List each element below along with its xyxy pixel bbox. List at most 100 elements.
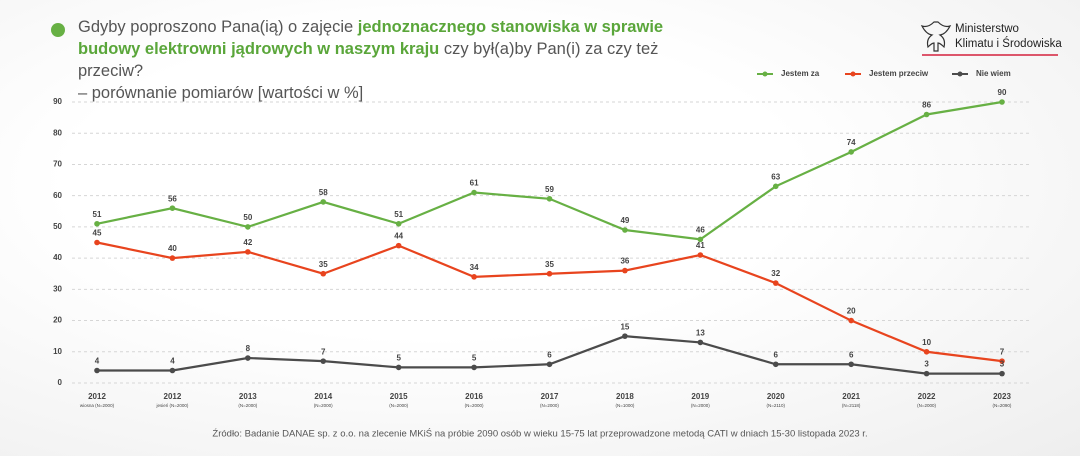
x-tick-note: (N=2000): [314, 403, 333, 408]
y-tick-label: 0: [58, 378, 63, 387]
data-point: [697, 236, 704, 243]
data-label: 46: [696, 225, 705, 234]
y-tick-label: 50: [53, 222, 62, 231]
data-label: 6: [547, 350, 552, 359]
data-point: [923, 348, 930, 355]
data-label: 58: [319, 188, 328, 197]
data-point: [94, 220, 100, 227]
x-tick-label: 2023: [993, 392, 1011, 401]
x-tick-label: 2013: [239, 392, 257, 401]
data-label: 8: [246, 344, 251, 353]
y-tick-label: 90: [53, 97, 62, 106]
x-tick-note: jesień (N=2000): [155, 403, 188, 408]
data-label: 86: [922, 101, 931, 110]
x-tick-label: 2021: [842, 392, 860, 401]
data-label: 63: [771, 172, 780, 181]
x-tick-label: 2022: [918, 392, 936, 401]
x-tick-note: (N=2090): [993, 403, 1012, 408]
data-point: [546, 270, 553, 277]
data-point: [245, 355, 251, 361]
data-point: [999, 370, 1005, 377]
data-point: [772, 361, 779, 368]
x-tick-note: (N=2000): [238, 403, 257, 408]
data-label: 20: [847, 307, 856, 316]
x-tick-note: (N=1000): [615, 403, 634, 408]
x-tick-label: 2014: [314, 392, 332, 401]
data-point: [772, 280, 779, 286]
title: Gdyby poproszono Pana(ią) o zajęcie jedn…: [78, 16, 718, 104]
data-label: 90: [998, 88, 1007, 97]
data-point: [923, 111, 930, 118]
data-label: 15: [620, 322, 629, 331]
data-label: 4: [170, 357, 175, 366]
x-tick-note: (N=2118): [842, 403, 861, 408]
title-text: Gdyby poproszono Pana(ią) o zajęcie: [78, 18, 358, 36]
data-label: 45: [93, 229, 102, 238]
legend-marker: [850, 71, 856, 77]
data-point: [245, 249, 251, 255]
legend-marker: [762, 71, 768, 77]
data-point: [169, 255, 176, 261]
data-point: [94, 239, 100, 246]
data-label: 59: [545, 185, 554, 194]
y-tick-label: 60: [53, 191, 62, 200]
legend-label: Jestem za: [781, 69, 820, 78]
data-label: 49: [620, 216, 629, 225]
y-tick-label: 10: [53, 347, 62, 356]
data-point: [320, 358, 327, 364]
data-label: 50: [243, 213, 252, 222]
data-label: 51: [93, 210, 102, 219]
data-point: [697, 339, 704, 346]
data-point: [622, 333, 628, 339]
data-label: 41: [696, 241, 705, 250]
y-tick-label: 30: [53, 284, 62, 293]
data-label: 35: [319, 260, 328, 269]
data-label: 42: [243, 238, 252, 247]
data-label: 3: [1000, 360, 1005, 369]
y-tick-label: 20: [53, 316, 62, 325]
data-point: [546, 195, 553, 202]
title-highlight: jednoznacznego stanowiska w sprawie budo…: [78, 18, 664, 58]
data-label: 5: [396, 353, 401, 362]
y-tick-label: 70: [53, 160, 62, 169]
data-point: [546, 361, 553, 368]
x-tick-label: 2020: [767, 392, 785, 401]
data-point: [622, 267, 628, 274]
data-point: [320, 199, 327, 205]
data-point: [999, 358, 1005, 364]
data-point: [395, 364, 402, 371]
data-label: 7: [1000, 347, 1005, 356]
data-label: 4: [95, 357, 100, 366]
data-point: [471, 274, 477, 280]
data-label: 7: [321, 347, 326, 356]
data-label: 34: [470, 263, 479, 272]
data-label: 40: [168, 244, 177, 253]
x-tick-label: 2012: [88, 392, 106, 401]
data-point: [94, 367, 100, 374]
data-point: [320, 270, 327, 277]
logo-emblem: [920, 21, 952, 52]
x-tick-note: (N=2000): [389, 403, 408, 408]
x-tick-note: (N=2000): [917, 403, 936, 408]
x-tick-label: 2018: [616, 392, 634, 401]
legend-marker: [957, 71, 963, 77]
data-label: 74: [847, 138, 856, 147]
source: Źródło: Badanie DANAE sp. z o.o. na zlec…: [212, 428, 867, 440]
legend-label: Nie wiem: [976, 69, 1011, 78]
data-point: [169, 367, 176, 374]
data-label: 35: [545, 260, 554, 269]
data-point: [169, 205, 176, 211]
data-label: 6: [774, 350, 779, 359]
data-point: [697, 252, 704, 258]
data-point: [395, 220, 402, 227]
y-tick-label: 80: [53, 128, 62, 137]
logo-text: Ministerstwo: [955, 23, 1019, 35]
data-point: [395, 242, 402, 249]
data-point: [471, 364, 477, 371]
x-tick-label: 2017: [541, 392, 559, 401]
data-point: [999, 99, 1005, 105]
x-tick-note: (N=2000): [540, 403, 559, 408]
logo-text: Klimatu i Środowiska: [955, 37, 1062, 50]
